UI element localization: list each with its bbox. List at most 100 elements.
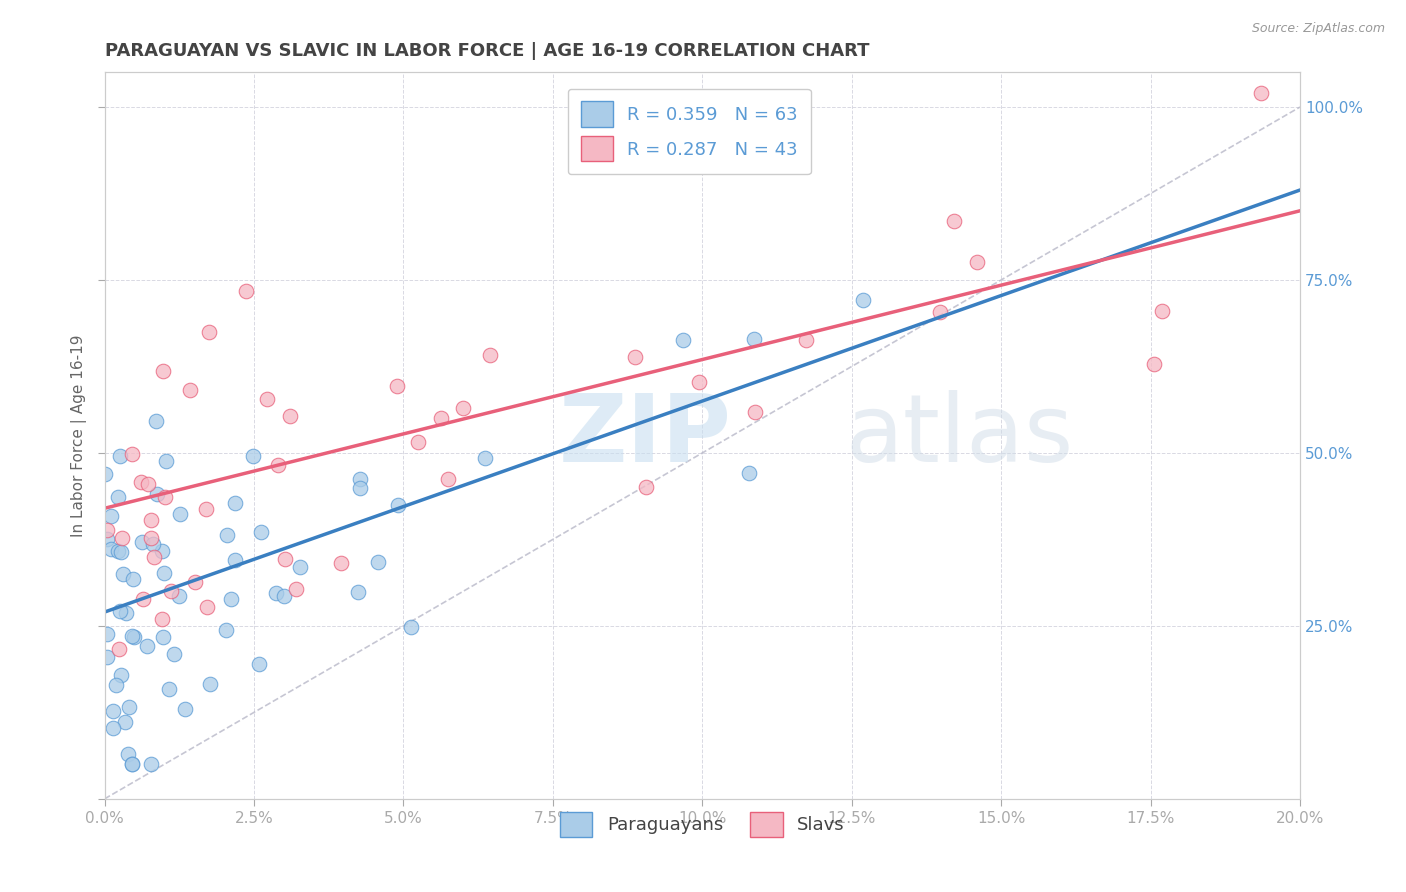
Point [139,531,162,545]
Point [100,541,122,556]
Point [152,543,174,558]
Point [139,757,162,772]
Point [145,414,167,428]
Point [224,553,246,567]
Point [122,572,145,586]
Point [479,348,502,362]
Point [142,550,165,565]
Point [104,678,127,692]
Point [1143,357,1166,371]
Point [349,472,371,486]
Point [121,629,143,643]
Point [330,556,353,570]
Point [139,513,162,527]
Point [96,532,118,546]
Point [108,450,131,464]
Point [100,508,122,523]
Y-axis label: In Labor Force | Age 16-19: In Labor Force | Age 16-19 [72,334,87,537]
Point [1250,86,1272,100]
Point [160,584,183,599]
Point [115,607,138,621]
Point [349,481,371,495]
Point [169,589,191,603]
Point [256,392,278,407]
Point [155,454,177,468]
Point [121,757,143,772]
Point [429,410,451,425]
Point [110,545,132,559]
Point [474,450,496,465]
Point [111,566,134,581]
Point [111,531,134,545]
Point [173,701,195,715]
Legend: Paraguayans, Slavs: Paraguayans, Slavs [553,805,852,845]
Point [198,326,221,340]
Point [101,704,124,718]
Point [744,405,766,419]
Point [163,647,186,661]
Point [194,501,217,516]
Point [117,700,139,714]
Point [129,475,152,489]
Point [290,559,312,574]
Point [215,623,238,637]
Point [247,657,270,671]
Point [145,486,167,500]
Point [121,447,143,461]
Point [387,499,409,513]
Point [96,523,118,537]
Point [634,480,657,494]
Point [249,525,271,540]
Text: Source: ZipAtlas.com: Source: ZipAtlas.com [1251,22,1385,36]
Point [966,255,988,269]
Point [235,284,257,298]
Text: atlas: atlas [846,390,1074,482]
Point [153,566,176,580]
Point [155,490,177,504]
Point [688,376,710,390]
Point [929,305,952,319]
Point [152,630,174,644]
Point [152,363,174,377]
Point [96,650,118,665]
Point [274,552,297,566]
Point [195,600,218,615]
Point [122,631,145,645]
Point [110,668,132,682]
Point [169,507,191,521]
Point [107,544,129,558]
Point [744,333,766,347]
Point [242,449,264,463]
Point [217,527,239,541]
Point [224,496,246,510]
Point [451,401,474,415]
Point [794,333,817,347]
Point [131,535,153,549]
Point [157,681,180,696]
Point [278,409,301,423]
Point [96,627,118,641]
Point [117,747,139,761]
Point [437,472,460,486]
Point [132,591,155,606]
Point [103,721,125,735]
Point [406,435,429,450]
Point [624,350,647,364]
Point [347,585,370,599]
Point [273,590,295,604]
Point [107,641,129,656]
Text: PARAGUAYAN VS SLAVIC IN LABOR FORCE | AGE 16-19 CORRELATION CHART: PARAGUAYAN VS SLAVIC IN LABOR FORCE | AG… [104,42,869,60]
Point [367,555,389,569]
Point [200,677,222,691]
Point [135,640,157,654]
Point [121,757,143,772]
Point [852,293,875,308]
Point [399,620,422,634]
Point [108,604,131,618]
Point [267,458,290,473]
Point [179,384,201,398]
Point [385,379,408,393]
Point [264,586,287,600]
Point [150,612,173,626]
Text: ZIP: ZIP [558,390,731,482]
